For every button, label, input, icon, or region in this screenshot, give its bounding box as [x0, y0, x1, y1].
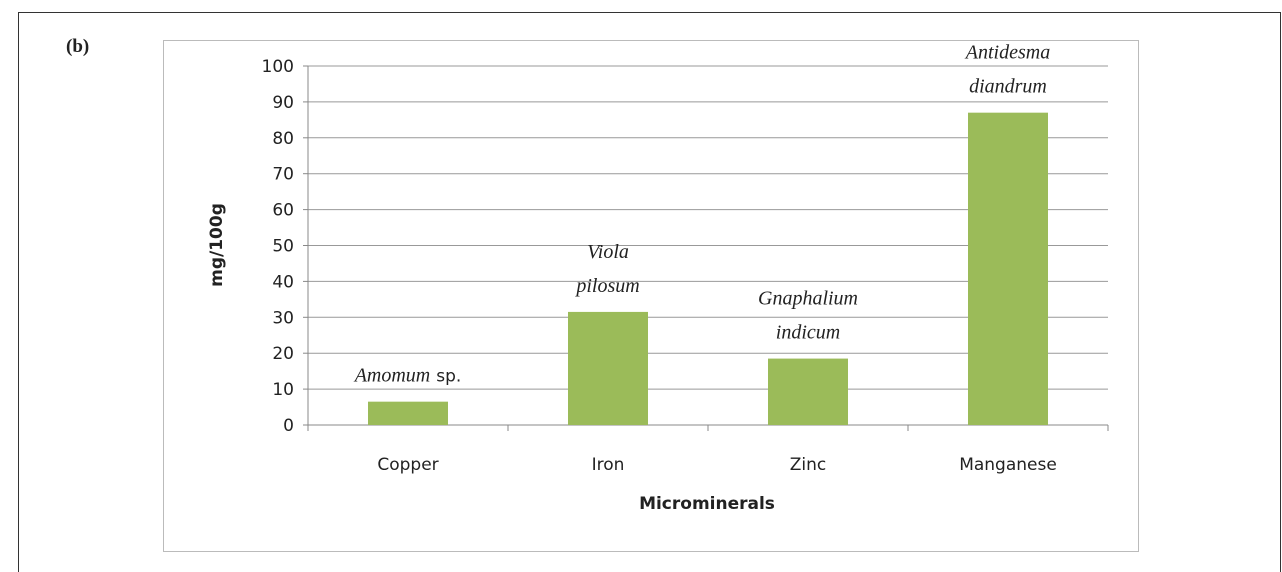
bar	[368, 401, 448, 425]
y-tick-label: 0	[283, 416, 294, 436]
outer-frame	[18, 12, 1281, 572]
y-tick-label: 70	[272, 165, 294, 185]
x-tick-label: Manganese	[959, 455, 1057, 475]
y-tick-label: 40	[272, 272, 294, 292]
annotation-run: Viola	[587, 241, 629, 263]
y-tick-label: 50	[272, 237, 294, 257]
y-tick-label: 100	[262, 57, 294, 77]
annotation: Viola	[587, 241, 629, 263]
bar	[568, 311, 648, 425]
annotation: Amomum sp.	[353, 365, 462, 387]
annotation-run: pilosum	[574, 275, 639, 297]
x-tick-label: Copper	[377, 455, 438, 475]
panel-label: (b)	[66, 36, 89, 57]
annotation-run: Antidesma	[964, 42, 1050, 64]
x-tick-label: Zinc	[790, 455, 827, 475]
y-axis-title: mg/100g	[207, 203, 227, 287]
annotation-run: sp.	[436, 367, 461, 387]
annotation-run: diandrum	[969, 76, 1047, 98]
annotation-run: indicum	[776, 322, 840, 344]
x-axis-title: Microminerals	[639, 494, 775, 514]
y-tick-label: 80	[272, 129, 294, 149]
x-tick-label: Iron	[592, 455, 625, 475]
annotation: Gnaphalium	[758, 288, 858, 310]
y-tick-label: 10	[272, 380, 294, 400]
chart-frame	[163, 40, 1139, 552]
annotation-run: Amomum	[353, 365, 431, 387]
y-tick-label: 90	[272, 93, 294, 113]
bar	[768, 358, 848, 425]
annotation: diandrum	[969, 76, 1047, 98]
annotation: Antidesma	[964, 42, 1050, 64]
annotation: pilosum	[574, 275, 639, 297]
y-tick-label: 20	[272, 344, 294, 364]
annotation-run: Gnaphalium	[758, 288, 858, 310]
bar	[968, 112, 1048, 426]
annotation: indicum	[776, 322, 840, 344]
y-tick-label: 60	[272, 201, 294, 221]
y-tick-label: 30	[272, 308, 294, 328]
